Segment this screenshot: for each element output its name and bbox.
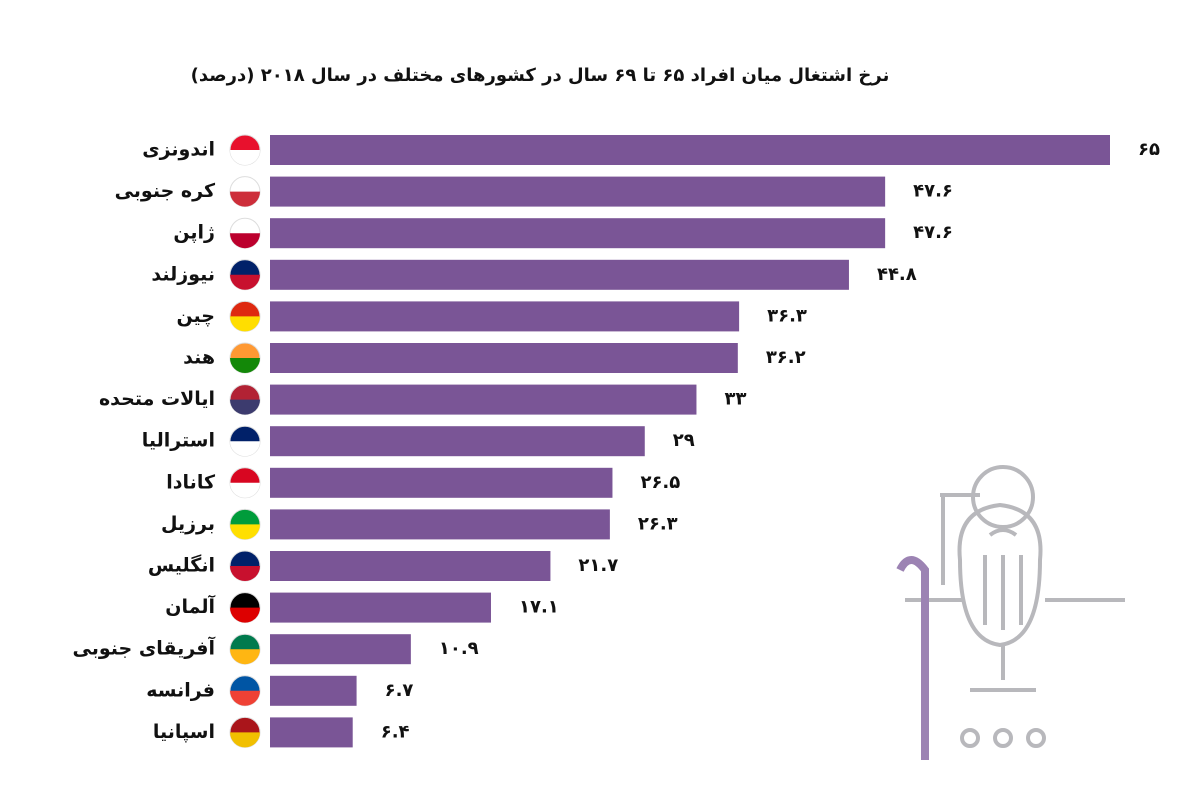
- value-label: ۳۶.۳: [767, 305, 807, 326]
- category-label: هند: [183, 347, 215, 369]
- value-label-bg: [1120, 131, 1184, 169]
- category-label: آفریقای جنوبی: [73, 636, 216, 660]
- category-label: نیوزلند: [151, 263, 215, 285]
- flag: [230, 274, 260, 290]
- category-label: انگلیس: [148, 554, 215, 577]
- value-label: ۲۶.۳: [638, 513, 678, 534]
- value-label-bg: [362, 713, 427, 752]
- flag: [230, 482, 260, 498]
- category-label: اندونزی: [142, 139, 215, 161]
- category-label: فرانسه: [146, 679, 215, 701]
- flag: [230, 441, 260, 457]
- bar: [270, 467, 613, 498]
- value-label-bg: [654, 422, 719, 461]
- value-label: ۲۹: [673, 430, 695, 451]
- flag: [230, 399, 260, 415]
- flag: [230, 607, 260, 623]
- bar: [270, 634, 411, 665]
- flag: [230, 649, 260, 665]
- bar: [270, 176, 886, 207]
- value-label-bg: [619, 505, 684, 544]
- flag: [230, 524, 260, 540]
- bar: [270, 384, 697, 415]
- value-label-bg: [366, 671, 431, 710]
- value-label-bg: [706, 380, 771, 419]
- value-label-bg: [420, 630, 485, 669]
- flag: [230, 233, 260, 249]
- category-label: کره جنوبی: [115, 180, 216, 202]
- bar: [270, 717, 353, 748]
- bar: [270, 675, 357, 706]
- value-label-bg: [747, 339, 812, 377]
- category-label: کانادا: [166, 471, 216, 493]
- value-label: ۱۷.۱: [519, 597, 559, 618]
- value-label-bg: [622, 463, 687, 502]
- category-label: ژاپن: [173, 222, 215, 244]
- value-label: ۲۱.۷: [578, 555, 618, 576]
- value-label: ۶.۴: [381, 721, 410, 742]
- category-label: استرالیا: [142, 430, 215, 452]
- value-label: ۲۶.۵: [640, 472, 680, 493]
- bar: [270, 259, 849, 290]
- value-label: ۴۴.۸: [877, 264, 917, 285]
- value-label: ۴۷.۶: [913, 222, 953, 243]
- value-label: ۳۳: [724, 389, 746, 410]
- chart-title: نرخ اشتغال میان افراد ۶۵ تا ۶۹ سال در کش…: [191, 65, 890, 86]
- flag: [230, 316, 260, 332]
- value-label: ۶.۷: [385, 680, 414, 701]
- category-label: اسپانیا: [153, 721, 215, 743]
- bar: [270, 135, 1110, 165]
- value-label-bg: [500, 588, 565, 627]
- flag: [230, 191, 260, 207]
- category-label: ایالات متحده: [99, 388, 215, 410]
- value-label-bg: [895, 214, 960, 253]
- bar: [270, 551, 551, 581]
- bar: [270, 426, 645, 457]
- value-label: ۳۶.۲: [766, 347, 806, 368]
- illustration: [896, 465, 1125, 760]
- value-label: ۱۰.۹: [439, 638, 479, 659]
- bar: [270, 343, 738, 373]
- flag: [230, 690, 260, 706]
- bar: [270, 301, 740, 332]
- bar: [270, 592, 491, 623]
- bar: [270, 509, 610, 540]
- category-label: برزیل: [161, 513, 215, 535]
- value-label-bg: [749, 297, 814, 336]
- bar: [270, 218, 886, 249]
- category-label: آلمان: [165, 594, 215, 618]
- value-label: ۶۵: [1138, 139, 1160, 160]
- flag: [230, 566, 260, 581]
- flag: [230, 732, 260, 748]
- value-label: ۴۷.۶: [913, 181, 953, 202]
- value-label-bg: [560, 547, 625, 585]
- flag: [230, 358, 260, 373]
- category-label: چین: [176, 305, 215, 327]
- value-label-bg: [895, 172, 960, 211]
- value-label-bg: [858, 255, 923, 294]
- flag: [230, 150, 260, 165]
